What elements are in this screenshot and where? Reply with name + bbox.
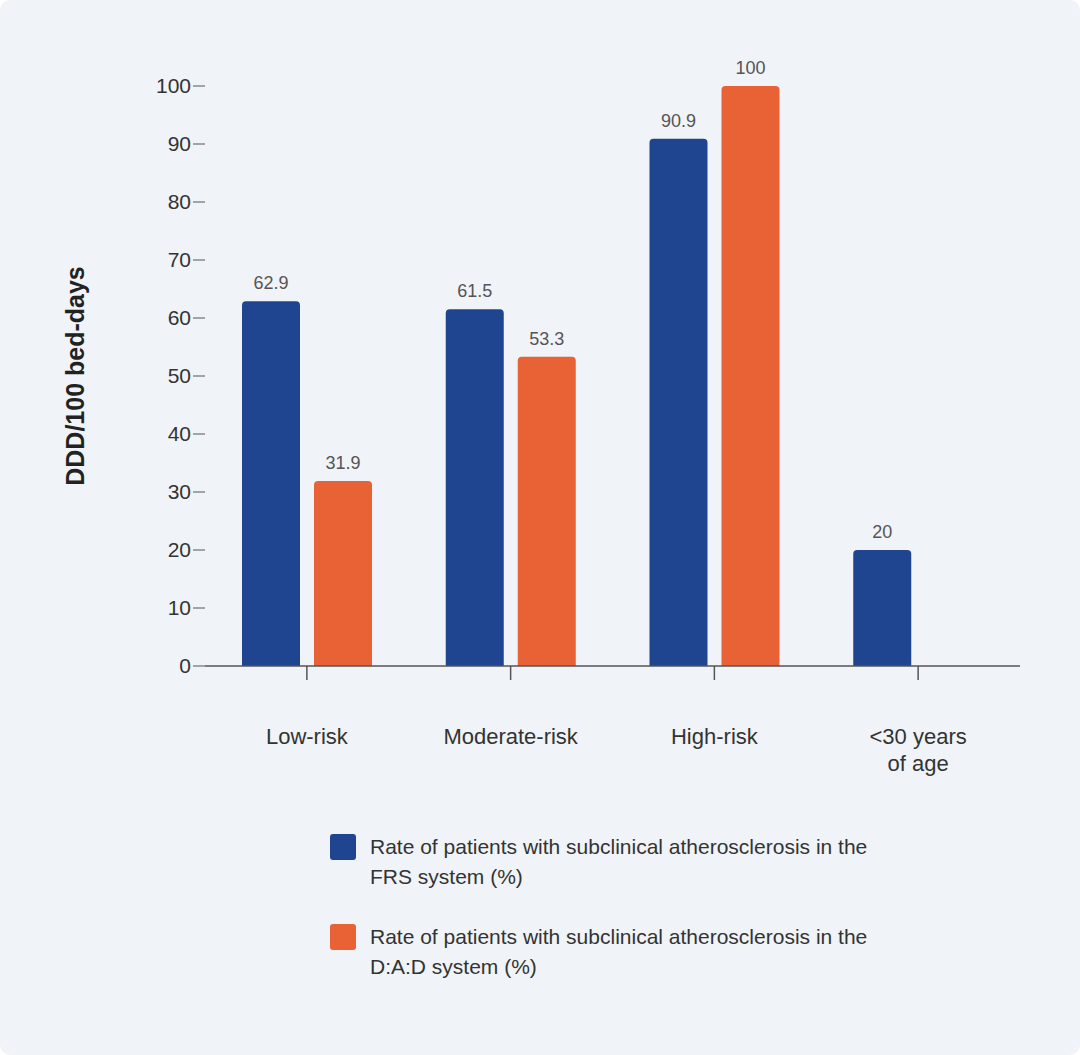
- svg-text:10: 10: [168, 596, 191, 619]
- svg-text:30: 30: [168, 480, 191, 503]
- svg-text:High-risk: High-risk: [671, 724, 759, 749]
- svg-text:100: 100: [156, 74, 191, 97]
- svg-text:20: 20: [168, 538, 191, 561]
- svg-text:70: 70: [168, 248, 191, 271]
- svg-text:0: 0: [179, 654, 191, 677]
- svg-text:90.9: 90.9: [661, 111, 696, 131]
- html-text:Rate of patients with subclini: Rate of patients with subclinical athero…: [370, 835, 868, 888]
- svg-text:62.9: 62.9: [253, 273, 288, 293]
- svg-text:50: 50: [168, 364, 191, 387]
- svg-text:80: 80: [168, 190, 191, 213]
- svg-text:31.9: 31.9: [325, 453, 360, 473]
- html-text:Rate of patients with subclini: Rate of patients with subclinical athero…: [370, 925, 868, 978]
- svg-text:DDD/100 bed-days: DDD/100 bed-days: [61, 266, 89, 486]
- svg-text:<30 yearsof age: <30 yearsof age: [870, 724, 967, 776]
- svg-text:90: 90: [168, 132, 191, 155]
- svg-text:100: 100: [735, 58, 765, 78]
- svg-text:61.5: 61.5: [457, 281, 492, 301]
- svg-text:60: 60: [168, 306, 191, 329]
- svg-text:40: 40: [168, 422, 191, 445]
- svg-text:20: 20: [872, 522, 892, 542]
- svg-text:53.3: 53.3: [529, 329, 564, 349]
- svg-text:Low-risk: Low-risk: [266, 724, 349, 749]
- svg-text:Moderate-risk: Moderate-risk: [443, 724, 578, 749]
